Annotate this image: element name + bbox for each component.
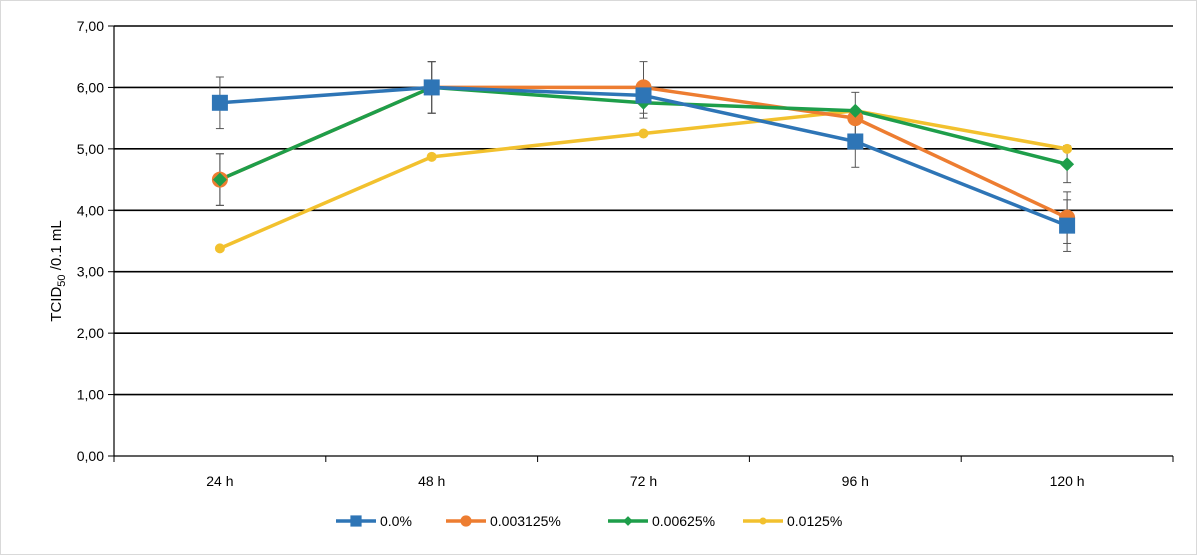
marker-3-1 <box>426 151 437 162</box>
legend-marker-1 <box>460 515 472 527</box>
x-tick-label-1: 48 h <box>418 473 445 489</box>
marker-0-2 <box>635 87 652 104</box>
marker-1-3 <box>847 110 864 127</box>
marker-2-4 <box>1060 157 1075 172</box>
y-axis-label-subscript: 50 <box>56 274 68 286</box>
y-tick-label-3: 3,00 <box>77 264 104 280</box>
y-tick-labels: 0,00 1,00 2,00 3,00 4,00 5,00 6,00 7,00 <box>77 18 104 464</box>
legend-label-1: 0.003125% <box>490 513 561 529</box>
y-axis-label-unit: /0.1 mL <box>48 220 65 274</box>
y-tick-label-4: 4,00 <box>77 202 104 218</box>
x-axis: 24 h 48 h 72 h 96 h 120 h <box>113 456 1174 489</box>
x-tick-label-0: 24 h <box>206 473 233 489</box>
legend-marker-2 <box>623 516 633 526</box>
y-axis-label-main: TCID <box>48 287 65 322</box>
y-tick-label-0: 0,00 <box>77 448 104 464</box>
marker-0-0 <box>211 94 228 111</box>
marker-2-0 <box>212 172 227 187</box>
y-tick-label-6: 6,00 <box>77 79 104 95</box>
marker-0-4 <box>1059 217 1076 234</box>
legend-label-0: 0.0% <box>380 513 412 529</box>
legend-marker-0 <box>350 515 362 527</box>
y-axis-label: TCID50 /0.1 mL <box>48 220 68 321</box>
legend-marker-3 <box>759 517 767 525</box>
y-tick-label-1: 1,00 <box>77 387 104 403</box>
series-markers <box>211 79 1076 254</box>
x-tick-label-2: 72 h <box>630 473 657 489</box>
x-tick-label-3: 96 h <box>842 473 869 489</box>
legend-label-3: 0.0125% <box>787 513 842 529</box>
y-tick-label-5: 5,00 <box>77 141 104 157</box>
marker-2-3 <box>848 103 863 118</box>
marker-0-3 <box>847 133 864 150</box>
marker-0-1 <box>423 79 440 96</box>
marker-3-4 <box>1062 143 1073 154</box>
y-tick-label-2: 2,00 <box>77 325 104 341</box>
marker-3-0 <box>214 243 225 254</box>
y-tick-label-7: 7,00 <box>77 18 104 34</box>
legend: 0.0% 0.003125% 0.00625% 0.0125% <box>336 513 842 529</box>
x-tick-label-4: 120 h <box>1050 473 1085 489</box>
marker-3-2 <box>638 128 649 139</box>
legend-label-2: 0.00625% <box>652 513 715 529</box>
